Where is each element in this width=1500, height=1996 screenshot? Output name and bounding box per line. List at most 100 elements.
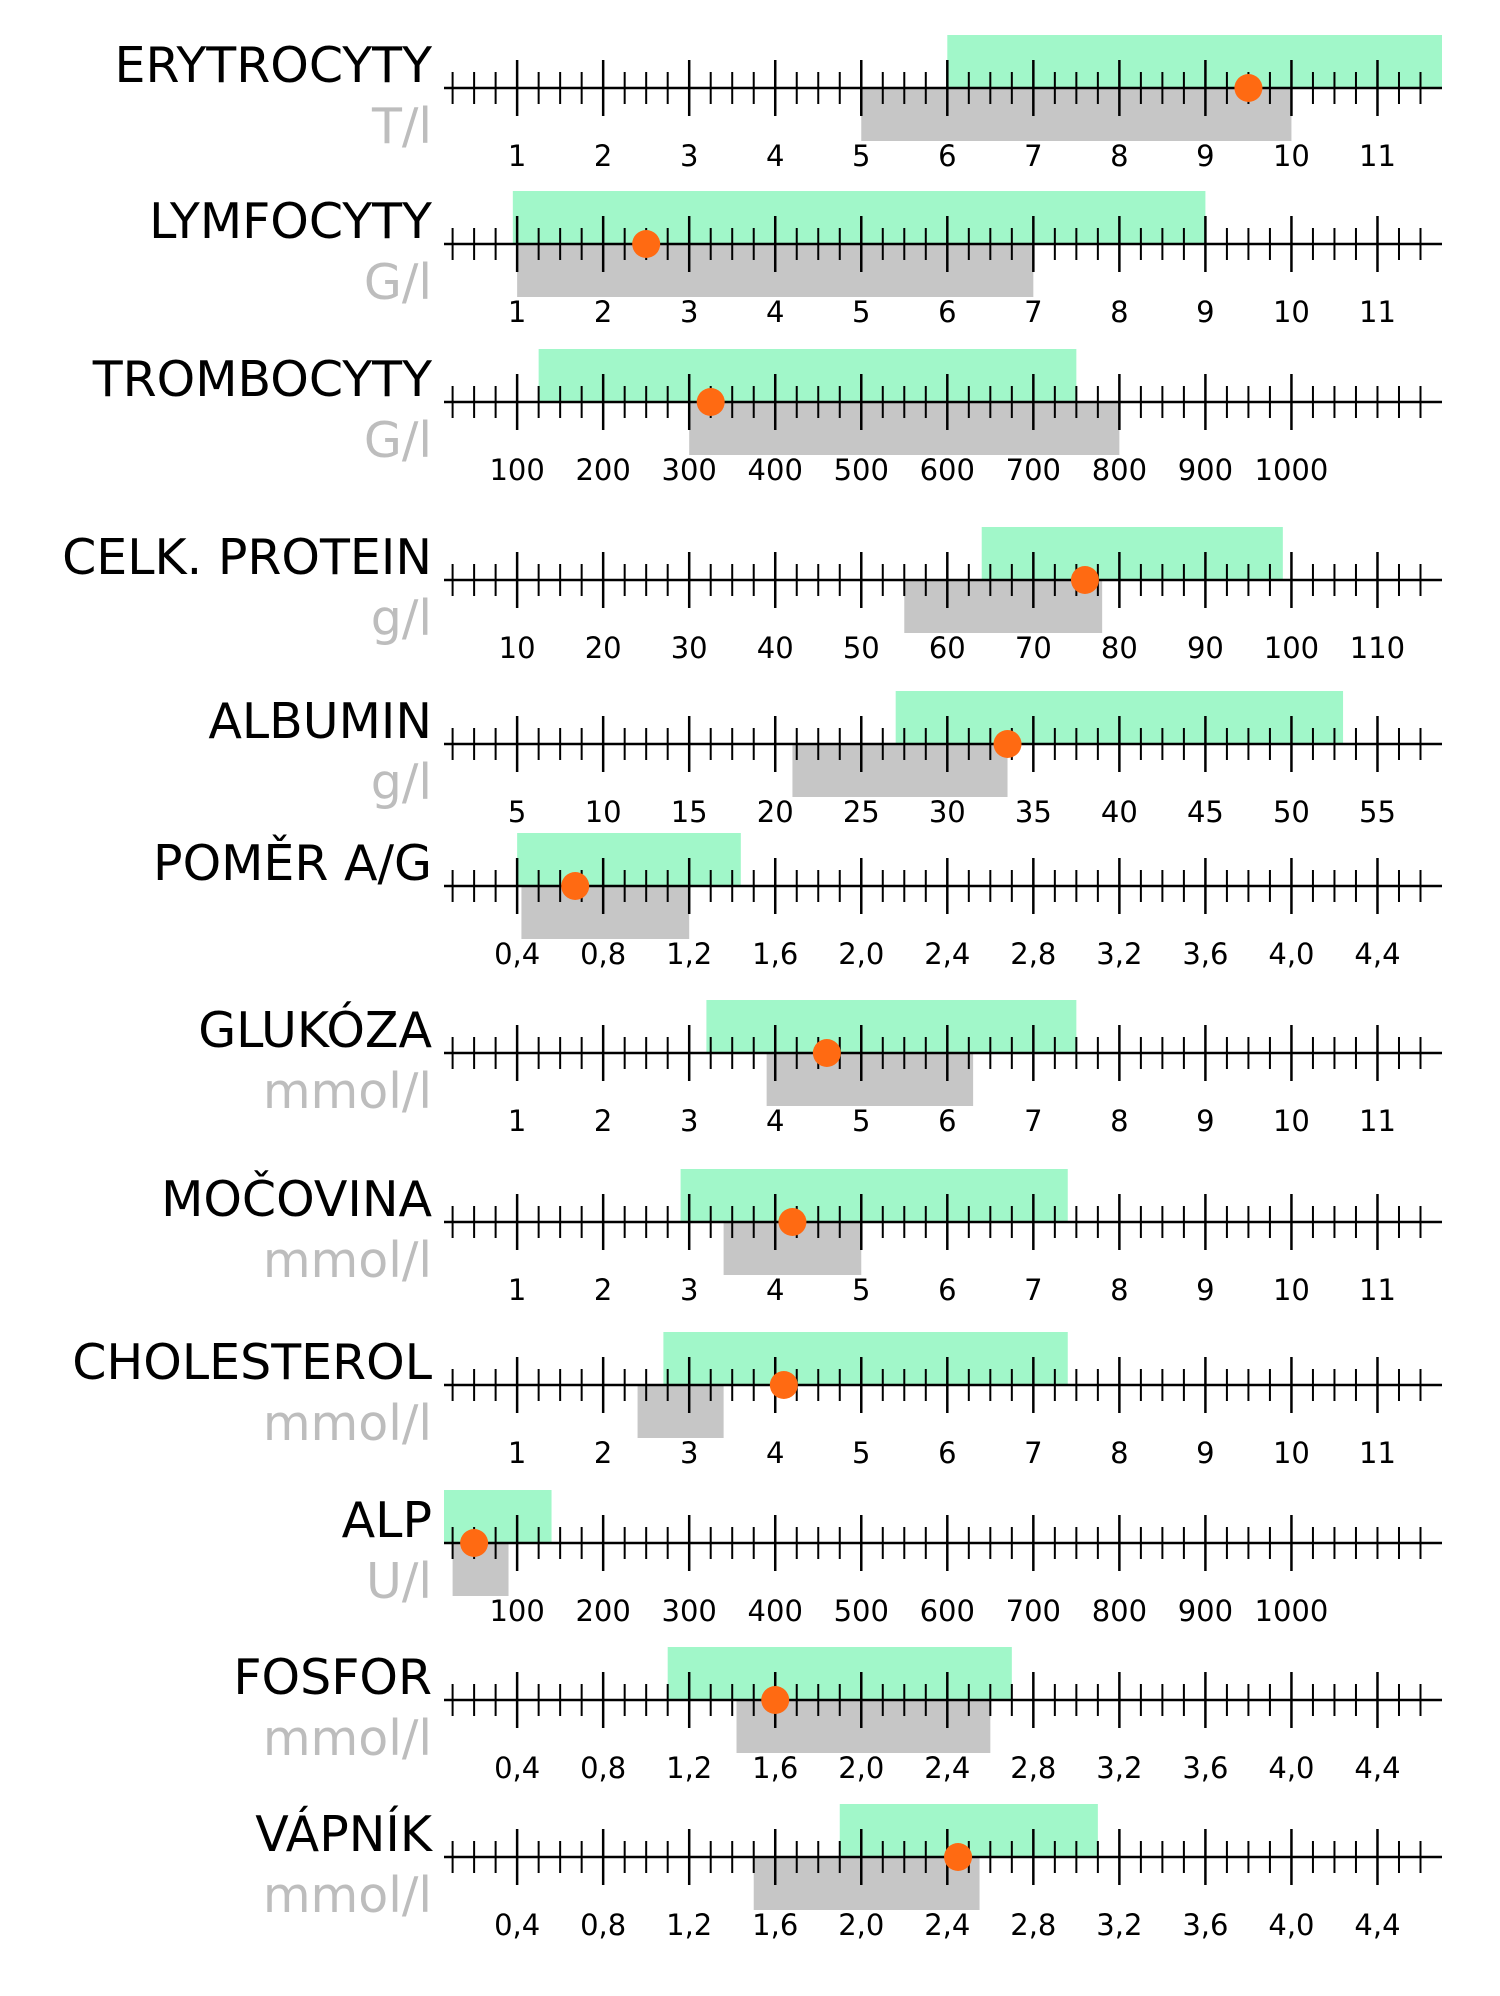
reference-range-bar — [981, 527, 1283, 580]
tick-label: 4,0 — [1268, 937, 1314, 971]
tick-label: 55 — [1359, 795, 1396, 829]
tick-label: 70 — [1015, 631, 1052, 665]
row-unit: T/l — [371, 98, 432, 155]
tick-label: 700 — [1006, 453, 1061, 487]
tick-label: 80 — [1101, 631, 1138, 665]
row-title: LYMFOCYTY — [149, 193, 433, 250]
tick-label: 9 — [1196, 139, 1214, 173]
tick-label: 25 — [843, 795, 880, 829]
tick-label: 3 — [680, 1436, 698, 1470]
value-marker — [761, 1686, 790, 1714]
value-marker — [1234, 74, 1263, 102]
tick-label: 700 — [1006, 1594, 1061, 1628]
tick-label: 35 — [1015, 795, 1052, 829]
tick-label: 10 — [1273, 139, 1310, 173]
tick-label: 20 — [757, 795, 794, 829]
measured-range-bar — [792, 744, 1008, 797]
row-title: TROMBOCYTY — [92, 351, 433, 408]
value-marker — [944, 1843, 973, 1871]
tick-label: 5 — [852, 1273, 870, 1307]
value-marker — [696, 388, 725, 416]
tick-label: 50 — [843, 631, 880, 665]
reference-range-bar — [663, 1332, 1068, 1385]
tick-label: 4,4 — [1354, 1908, 1400, 1942]
tick-label: 600 — [920, 1594, 975, 1628]
tick-label: 40 — [1101, 795, 1138, 829]
tick-label: 6 — [938, 1104, 956, 1138]
value-marker — [993, 730, 1022, 758]
tick-label: 3,2 — [1096, 937, 1142, 971]
tick-label: 10 — [1273, 295, 1310, 329]
tick-label: 110 — [1350, 631, 1405, 665]
value-marker — [778, 1208, 807, 1236]
tick-label: 11 — [1359, 295, 1396, 329]
reference-range-bar — [706, 1000, 1077, 1053]
tick-label: 5 — [852, 1104, 870, 1138]
value-marker — [769, 1371, 798, 1399]
tick-label: 1,6 — [752, 1751, 798, 1785]
tick-label: 8 — [1110, 1104, 1128, 1138]
tick-label: 11 — [1359, 1273, 1396, 1307]
tick-label: 2 — [594, 139, 612, 173]
tick-label: 8 — [1110, 295, 1128, 329]
tick-label: 500 — [834, 453, 889, 487]
row-unit: mmol/l — [263, 1867, 432, 1924]
reference-range-bar — [444, 1490, 552, 1543]
chart-row: 100 200 300 400 500 600 700 800 900 1000 TROMBOCYT… — [92, 349, 1442, 487]
tick-label: 2,8 — [1010, 1908, 1056, 1942]
tick-label: 100 — [1264, 631, 1319, 665]
tick-label: 40 — [757, 631, 794, 665]
tick-label: 7 — [1024, 1436, 1042, 1470]
tick-label: 45 — [1187, 795, 1224, 829]
tick-label: 100 — [489, 1594, 544, 1628]
tick-label: 5 — [852, 139, 870, 173]
chart-row: 0,4 0,8 1,2 1,6 2,0 2,4 2,8 3,2 3,6 4,0 4,4 POMĚR A… — [153, 833, 1442, 971]
tick-label: 2,0 — [838, 1908, 884, 1942]
row-unit: U/l — [366, 1553, 432, 1610]
tick-label: 5 — [508, 795, 526, 829]
tick-label: 5 — [852, 295, 870, 329]
value-marker — [632, 230, 661, 258]
measured-range-bar — [766, 1053, 974, 1106]
tick-label: 11 — [1359, 1104, 1396, 1138]
value-marker — [460, 1529, 489, 1557]
row-title: FOSFOR — [233, 1649, 432, 1706]
tick-label: 3 — [680, 1104, 698, 1138]
tick-label: 11 — [1359, 139, 1396, 173]
tick-label: 900 — [1178, 453, 1233, 487]
tick-label: 1,6 — [752, 937, 798, 971]
tick-label: 0,4 — [494, 1751, 540, 1785]
tick-label: 30 — [671, 631, 708, 665]
tick-label: 3,6 — [1182, 1751, 1228, 1785]
tick-label: 2 — [594, 1436, 612, 1470]
row-unit: g/l — [371, 754, 432, 811]
tick-label: 2,4 — [924, 1751, 970, 1785]
value-marker — [1070, 566, 1099, 594]
tick-label: 7 — [1024, 1104, 1042, 1138]
row-unit: mmol/l — [263, 1395, 432, 1452]
tick-label: 20 — [585, 631, 622, 665]
tick-label: 10 — [585, 795, 622, 829]
chart-row: 0,4 0,8 1,2 1,6 2,0 2,4 2,8 3,2 3,6 4,0 4,4 VÁPNÍKm… — [255, 1804, 1442, 1942]
tick-label: 4,4 — [1354, 937, 1400, 971]
tick-label: 0,8 — [580, 1751, 626, 1785]
tick-label: 1 — [508, 1104, 526, 1138]
tick-label: 3 — [680, 1273, 698, 1307]
tick-label: 11 — [1359, 1436, 1396, 1470]
tick-label: 5 — [852, 1436, 870, 1470]
tick-label: 3,6 — [1182, 1908, 1228, 1942]
tick-label: 0,8 — [580, 1908, 626, 1942]
row-unit: mmol/l — [263, 1710, 432, 1767]
tick-label: 8 — [1110, 1436, 1128, 1470]
tick-label: 9 — [1196, 1436, 1214, 1470]
row-title: ERYTROCYTY — [115, 37, 434, 94]
tick-label: 10 — [499, 631, 536, 665]
tick-label: 2,4 — [924, 937, 970, 971]
tick-label: 4 — [766, 1104, 784, 1138]
tick-label: 1 — [508, 1273, 526, 1307]
